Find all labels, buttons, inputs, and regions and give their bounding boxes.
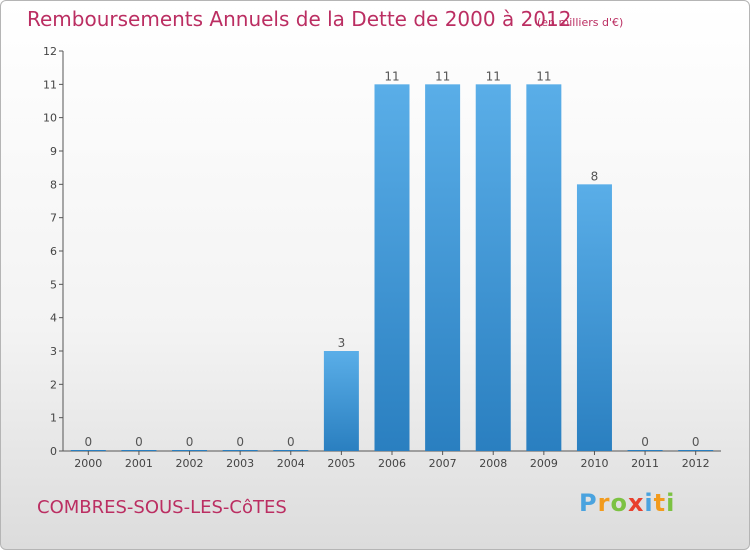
- y-tick-label: 4: [50, 312, 57, 325]
- x-tick-label: 2010: [580, 457, 608, 470]
- value-label-2003: 0: [236, 435, 244, 449]
- bar-2011: [627, 450, 663, 451]
- x-tick-label: 2008: [479, 457, 507, 470]
- value-label-2005: 3: [338, 336, 346, 350]
- bar-2008: [475, 84, 511, 451]
- x-tick-label: 2002: [176, 457, 204, 470]
- chart-unit: (en milliers d'€): [537, 16, 624, 29]
- logo-letter: i: [666, 489, 676, 517]
- value-label-2004: 0: [287, 435, 295, 449]
- logo-letter: o: [610, 489, 628, 517]
- value-label-2010: 8: [591, 169, 599, 183]
- x-tick-label: 2005: [327, 457, 355, 470]
- x-tick-label: 2004: [277, 457, 305, 470]
- y-tick-label: 12: [43, 45, 57, 58]
- bar-2004: [273, 450, 309, 451]
- y-tick-label: 7: [50, 212, 57, 225]
- bar-2012: [678, 450, 714, 451]
- x-tick-label: 2001: [125, 457, 153, 470]
- logo-letter: x: [627, 489, 645, 517]
- y-tick-label: 6: [50, 245, 57, 258]
- value-label-2006: 11: [384, 69, 399, 83]
- value-label-2012: 0: [692, 435, 700, 449]
- value-label-2001: 0: [135, 435, 143, 449]
- bar-2005: [323, 351, 359, 451]
- logo-letter: i: [644, 489, 654, 517]
- bar-2001: [121, 450, 157, 451]
- x-tick-label: 2007: [429, 457, 457, 470]
- bar-2007: [425, 84, 461, 451]
- value-label-2009: 11: [536, 69, 551, 83]
- bar-2009: [526, 84, 562, 451]
- x-tick-label: 2006: [378, 457, 406, 470]
- value-label-2011: 0: [641, 435, 649, 449]
- logo-letter: t: [653, 489, 667, 517]
- bar-2000: [70, 450, 106, 451]
- y-tick-label: 11: [43, 78, 57, 91]
- x-tick-label: 2011: [631, 457, 659, 470]
- bar-2010: [576, 184, 612, 452]
- bar-2006: [374, 84, 410, 451]
- x-tick-label: 2012: [682, 457, 710, 470]
- y-tick-label: 1: [50, 412, 57, 425]
- bar-2003: [222, 450, 258, 451]
- y-tick-label: 9: [50, 145, 57, 158]
- logo-letter: P: [579, 489, 598, 517]
- value-label-2000: 0: [84, 435, 92, 449]
- x-tick-label: 2000: [74, 457, 102, 470]
- y-tick-label: 8: [50, 178, 57, 191]
- x-tick-label: 2003: [226, 457, 254, 470]
- commune-name: COMBRES-SOUS-LES-CôTES: [37, 497, 287, 518]
- y-tick-label: 2: [50, 378, 57, 391]
- value-label-2007: 11: [435, 69, 450, 83]
- y-tick-label: 3: [50, 345, 57, 358]
- y-tick-label: 5: [50, 278, 57, 291]
- y-tick-label: 0: [50, 445, 57, 458]
- bar-2002: [172, 450, 208, 451]
- chart-title: Remboursements Annuels de la Dette de 20…: [27, 7, 572, 31]
- value-label-2008: 11: [486, 69, 501, 83]
- y-tick-label: 10: [43, 112, 57, 125]
- x-tick-label: 2009: [530, 457, 558, 470]
- value-label-2002: 0: [186, 435, 194, 449]
- logo-letter: r: [597, 489, 611, 517]
- proxiti-logo: Proxiti: [579, 489, 675, 517]
